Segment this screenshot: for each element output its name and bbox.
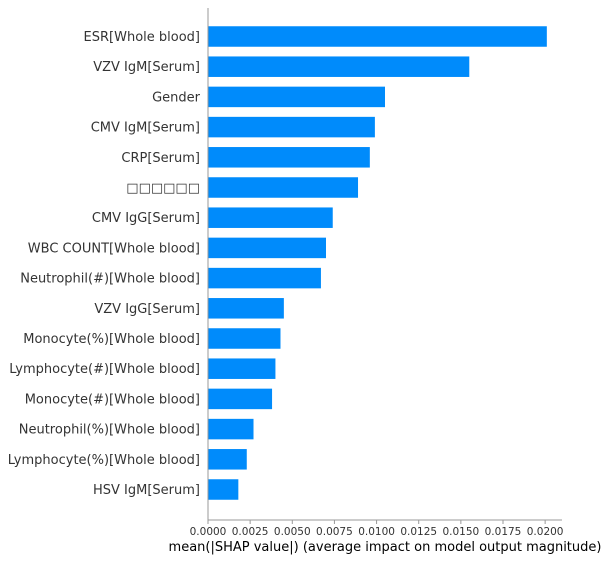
bar <box>208 177 359 198</box>
category-label: Monocyte(%)[Whole blood] <box>23 332 200 347</box>
x-tick-label: 0.0150 <box>442 526 479 538</box>
bar <box>208 328 281 349</box>
category-label: Lymphocyte(%)[Whole blood] <box>8 453 200 468</box>
x-axis-title: mean(|SHAP value|) (average impact on mo… <box>169 540 602 555</box>
category-label: VZV IgM[Serum] <box>93 60 200 75</box>
bar <box>208 86 385 108</box>
bar <box>208 116 375 138</box>
bar <box>208 56 470 77</box>
category-label: Neutrophil(#)[Whole blood] <box>20 272 200 287</box>
x-tick-label: 0.0100 <box>358 526 395 538</box>
bar <box>208 267 321 289</box>
bar <box>208 449 247 470</box>
category-label: VZV IgG[Serum] <box>94 302 200 317</box>
category-labels: ESR[Whole blood] VZV IgM[Serum] Gender CMV … <box>8 30 201 498</box>
x-tick-label: 0.0050 <box>274 526 311 538</box>
bar <box>208 479 239 500</box>
bar <box>208 298 284 319</box>
category-label: HSV IgM[Serum] <box>93 483 200 498</box>
bar <box>208 418 254 440</box>
category-label: Lymphocyte(#)[Whole blood] <box>9 362 200 377</box>
bars-group <box>208 26 547 500</box>
x-axis-ticks: 0.0000 0.0025 0.0050 0.0075 0.0100 0.0125 0.01… <box>190 520 564 538</box>
category-label: CMV IgM[Serum] <box>91 121 200 136</box>
bar <box>208 207 333 228</box>
category-label: CRP[Serum] <box>121 151 200 166</box>
category-label: Monocyte(#)[Whole blood] <box>25 392 200 407</box>
x-tick-label: 0.0200 <box>527 526 564 538</box>
category-label: ESR[Whole blood] <box>84 30 200 45</box>
bar <box>208 26 547 47</box>
bar <box>208 388 273 410</box>
category-label: Neutrophil(%)[Whole blood] <box>19 423 200 438</box>
bar <box>208 358 276 379</box>
bar <box>208 147 370 168</box>
x-tick-label: 0.0000 <box>190 526 227 538</box>
x-tick-label: 0.0075 <box>316 526 353 538</box>
category-label: □□□□□□ <box>126 181 200 196</box>
x-tick-label: 0.0125 <box>400 526 437 538</box>
category-label: CMV IgG[Serum] <box>92 211 200 226</box>
x-tick-label: 0.0025 <box>232 526 269 538</box>
category-label: WBC COUNT[Whole blood] <box>28 241 200 256</box>
bar <box>208 237 326 259</box>
x-tick-label: 0.0175 <box>485 526 522 538</box>
category-label: Gender <box>152 90 201 105</box>
